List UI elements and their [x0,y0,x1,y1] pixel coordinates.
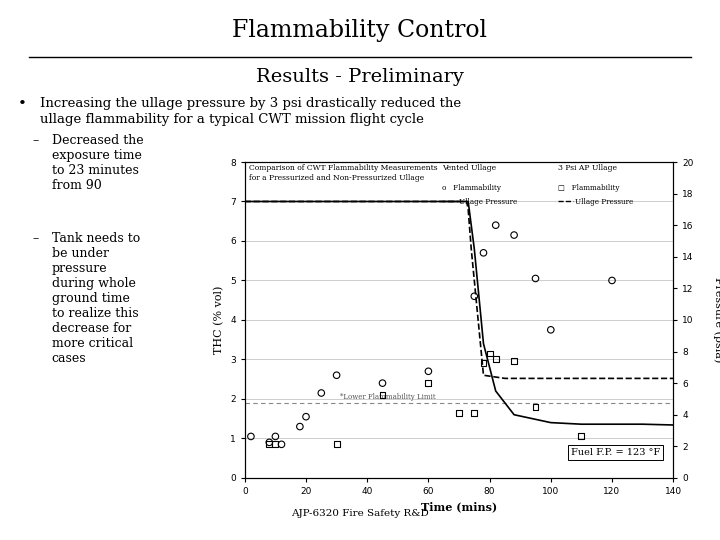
Text: Comparison of CWT Flammability Measurements
for a Pressurized and Non-Pressurize: Comparison of CWT Flammability Measureme… [249,164,438,182]
Point [530,274,541,283]
Y-axis label: Pressure (psia): Pressure (psia) [714,277,720,363]
Point [508,357,520,366]
Point [490,355,502,364]
Point [423,367,434,376]
Point [606,276,618,285]
Text: Flammability Control: Flammability Control [233,19,487,42]
Point [454,408,465,417]
Text: ullage flammability for a typical CWT mission flight cycle: ullage flammability for a typical CWT mi… [40,113,423,126]
Text: –: – [32,134,39,147]
Point [478,248,490,257]
Text: □   Flammability: □ Flammability [557,184,619,192]
Point [294,422,306,431]
Point [276,440,287,449]
Text: AJP-6320 Fire Safety R&D: AJP-6320 Fire Safety R&D [291,509,429,518]
Point [315,389,327,397]
Point [270,440,282,449]
Point [264,440,275,449]
Point [377,390,388,399]
Point [484,349,495,358]
Point [331,371,343,380]
Text: Increasing the ullage pressure by 3 psi drastically reduced the: Increasing the ullage pressure by 3 psi … [40,97,461,110]
Point [264,438,275,447]
Point [478,359,490,368]
Y-axis label: THC (% vol): THC (% vol) [214,286,225,354]
Point [469,408,480,417]
Point [469,292,480,301]
Text: –: – [32,232,39,245]
Text: Ullage Pressure: Ullage Pressure [459,198,517,206]
Text: •: • [18,97,27,111]
Point [270,432,282,441]
Point [377,379,388,388]
Point [576,432,588,441]
Text: Fuel F.P. = 123 °F: Fuel F.P. = 123 °F [571,448,660,457]
Text: Results - Preliminary: Results - Preliminary [256,68,464,85]
Point [490,221,502,230]
Point [331,440,343,449]
Point [300,413,312,421]
Text: *Lower Flammability Limit: *Lower Flammability Limit [340,393,436,401]
Text: Ullage Pressure: Ullage Pressure [575,198,633,206]
X-axis label: Time (mins): Time (mins) [421,502,497,512]
Point [423,379,434,388]
Text: Vented Ullage: Vented Ullage [442,164,496,172]
Text: Tank needs to
be under
pressure
during whole
ground time
to realize this
decreas: Tank needs to be under pressure during w… [52,232,140,365]
Point [545,326,557,334]
Point [245,432,257,441]
Text: 3 Psi AP Ullage: 3 Psi AP Ullage [557,164,616,172]
Text: o   Flammability: o Flammability [442,184,501,192]
Point [530,402,541,411]
Text: Decreased the
exposure time
to 23 minutes
from 90: Decreased the exposure time to 23 minute… [52,134,143,192]
Point [508,231,520,239]
